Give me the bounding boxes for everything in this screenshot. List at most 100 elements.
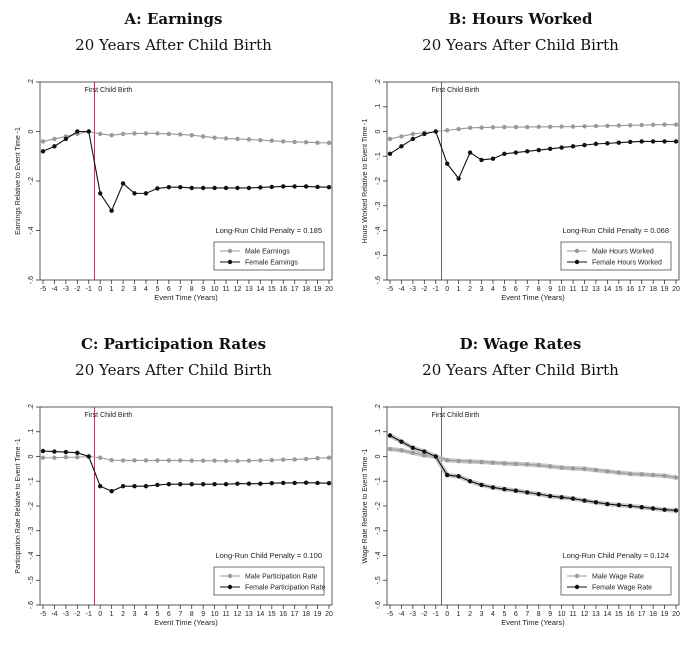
y-tick-label: -.4 bbox=[375, 551, 382, 559]
data-point bbox=[399, 448, 404, 453]
data-point bbox=[399, 144, 404, 149]
data-point bbox=[570, 124, 576, 129]
legend-swatch-marker bbox=[227, 573, 233, 579]
data-point bbox=[326, 140, 332, 146]
chart-subtitle: 20 Years After Child Birth bbox=[422, 36, 619, 54]
data-point bbox=[246, 458, 252, 463]
data-point bbox=[399, 134, 404, 139]
data-point bbox=[235, 481, 240, 486]
penalty-annotation: Long-Run Child Penalty = 0.068 bbox=[562, 226, 669, 235]
data-point bbox=[212, 135, 217, 140]
legend-label: Female Earnings bbox=[245, 260, 298, 267]
chart-svg-wage-rates: .2 .1 0 -.1 -.2 -.3 -.4 -.5 -.6 -5 -4 -3 -2 -1 0 1 2 3 4 5 6… bbox=[362, 404, 680, 627]
chart-subtitle: 20 Years After Child Birth bbox=[422, 361, 619, 379]
legend-swatch-marker bbox=[227, 584, 233, 590]
data-point bbox=[387, 136, 393, 142]
penalty-annotation: Long-Run Child Penalty = 0.185 bbox=[215, 226, 322, 235]
data-point bbox=[143, 484, 149, 489]
x-tick-label: 3 bbox=[133, 611, 137, 618]
data-point bbox=[639, 505, 644, 510]
series-line bbox=[42, 130, 330, 144]
data-point bbox=[559, 124, 564, 129]
data-point bbox=[410, 136, 416, 142]
x-tick-label: 9 bbox=[201, 286, 205, 293]
legend-swatch-marker bbox=[227, 248, 233, 254]
data-point bbox=[525, 462, 530, 467]
data-point bbox=[155, 458, 160, 463]
x-tick-label: 12 bbox=[581, 611, 589, 618]
data-point bbox=[281, 184, 286, 189]
data-point bbox=[673, 139, 679, 144]
data-point bbox=[662, 122, 667, 127]
data-point bbox=[143, 458, 149, 463]
x-tick-label: 2 bbox=[121, 611, 125, 618]
x-tick-label: -2 bbox=[421, 611, 427, 618]
data-point bbox=[292, 139, 297, 145]
data-point bbox=[200, 185, 206, 191]
x-axis-label: Event Time (Years) bbox=[154, 618, 218, 627]
chart-svg-hours-worked: .2 .1 0 -.1 -.2 -.3 -.4 -.5 -.6 -5 -4 -3 -2 -1 0 1 2 3 4 5 6… bbox=[362, 79, 680, 302]
data-point bbox=[315, 184, 320, 190]
data-point bbox=[86, 129, 91, 134]
chart-svg-earnings: .20-.2-.4-.6-5 -4 -3 -2 -1 0 1 2 3 4 5 6 7 8 9 10 11 12 13… bbox=[15, 79, 333, 302]
y-tick-label: -.6 bbox=[375, 601, 382, 609]
data-point bbox=[178, 482, 183, 487]
data-point bbox=[189, 133, 194, 138]
y-axis-label: Participation Rate Relative to Event Tim… bbox=[15, 438, 22, 574]
data-point bbox=[650, 122, 656, 128]
x-tick-label: -4 bbox=[398, 286, 404, 293]
data-point bbox=[109, 208, 114, 213]
data-point bbox=[479, 157, 484, 163]
data-point bbox=[326, 184, 332, 190]
data-point bbox=[502, 124, 507, 130]
data-point bbox=[639, 122, 644, 128]
data-point bbox=[269, 138, 274, 143]
data-point bbox=[456, 176, 461, 181]
x-tick-label: 14 bbox=[256, 286, 264, 293]
x-tick-label: 8 bbox=[190, 611, 194, 618]
data-point bbox=[479, 482, 484, 488]
x-tick-label: -1 bbox=[433, 611, 439, 618]
data-point bbox=[490, 125, 496, 130]
data-point bbox=[326, 455, 332, 460]
data-point bbox=[235, 136, 240, 142]
data-point bbox=[166, 184, 172, 190]
x-tick-label: 10 bbox=[558, 286, 566, 293]
panel-hours-worked: B: Hours Worked 20 Years After Child Bir… bbox=[347, 0, 694, 325]
x-tick-label: 15 bbox=[615, 286, 623, 293]
data-point bbox=[513, 488, 519, 493]
x-tick-label: 15 bbox=[268, 611, 276, 618]
y-tick-label: 0 bbox=[28, 129, 35, 133]
data-point bbox=[628, 503, 633, 509]
y-tick-label: -.4 bbox=[375, 226, 382, 234]
data-point bbox=[120, 484, 126, 489]
data-point bbox=[399, 439, 404, 444]
x-tick-label: 17 bbox=[291, 611, 299, 618]
x-tick-label: -2 bbox=[74, 286, 80, 293]
data-point bbox=[223, 136, 229, 141]
x-tick-label: 11 bbox=[222, 611, 229, 618]
data-point bbox=[166, 131, 172, 137]
data-point bbox=[120, 181, 126, 186]
data-point bbox=[281, 457, 286, 462]
x-tick-label: 1 bbox=[457, 611, 461, 618]
x-tick-label: 9 bbox=[548, 611, 552, 618]
x-tick-label: 19 bbox=[314, 286, 322, 293]
data-point bbox=[673, 508, 679, 513]
x-tick-label: 16 bbox=[279, 286, 287, 293]
data-point bbox=[673, 122, 679, 127]
x-tick-label: -2 bbox=[74, 611, 80, 618]
y-tick-label: .1 bbox=[375, 104, 382, 110]
x-tick-label: 6 bbox=[514, 286, 518, 293]
data-point bbox=[582, 498, 587, 503]
data-point bbox=[513, 124, 519, 130]
x-tick-label: 7 bbox=[178, 286, 182, 293]
data-point bbox=[98, 191, 103, 196]
chart-title: D: Wage Rates bbox=[459, 335, 582, 353]
x-tick-label: 1 bbox=[457, 286, 461, 293]
x-tick-label: 7 bbox=[178, 611, 182, 618]
data-point bbox=[536, 124, 541, 129]
data-point bbox=[155, 186, 160, 191]
data-point bbox=[536, 462, 541, 468]
legend-label: Male Wage Rate bbox=[592, 574, 644, 581]
